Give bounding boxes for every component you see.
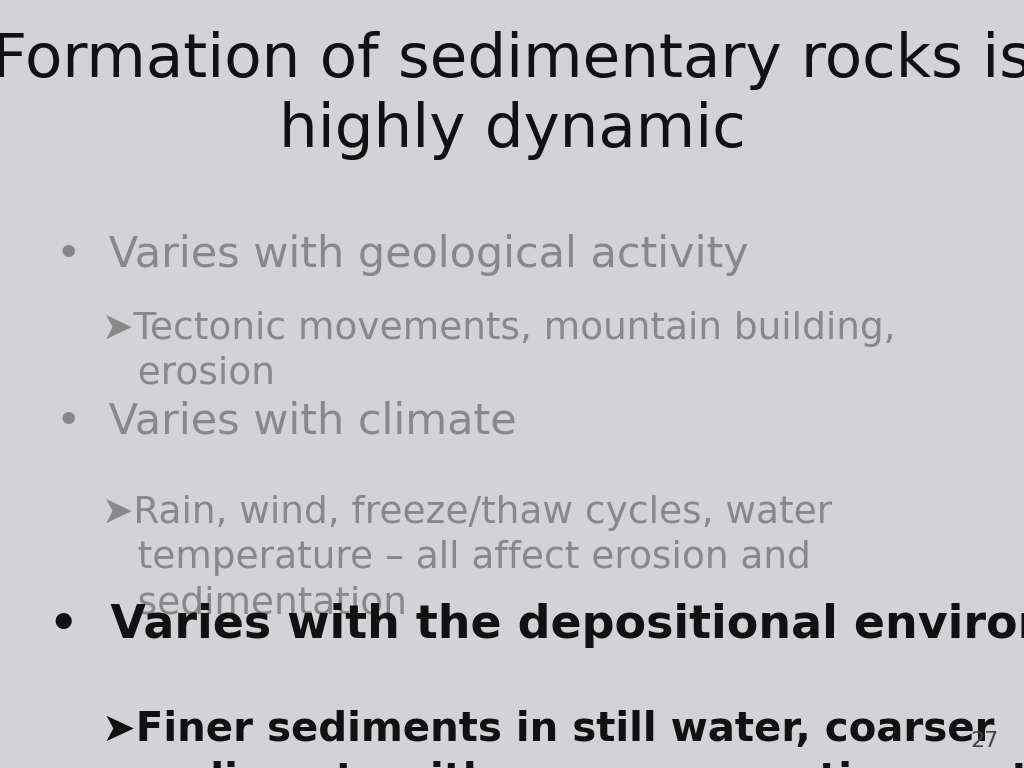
Text: Formation of sedimentary rocks is
highly dynamic: Formation of sedimentary rocks is highly… xyxy=(0,31,1024,161)
Text: ➤Finer sediments in still water, coarser
   sediments with more wave action or o: ➤Finer sediments in still water, coarser… xyxy=(102,710,1024,768)
Text: ➤Rain, wind, freeze/thaw cycles, water
   temperature – all affect erosion and
 : ➤Rain, wind, freeze/thaw cycles, water t… xyxy=(102,495,833,621)
Text: ➤Tectonic movements, mountain building,
   erosion: ➤Tectonic movements, mountain building, … xyxy=(102,311,896,392)
Text: •  Varies with climate: • Varies with climate xyxy=(56,401,517,443)
Text: •  Varies with geological activity: • Varies with geological activity xyxy=(56,234,750,276)
Text: 27: 27 xyxy=(970,731,998,751)
Text: •  Varies with the depositional environment: • Varies with the depositional environme… xyxy=(49,603,1024,648)
